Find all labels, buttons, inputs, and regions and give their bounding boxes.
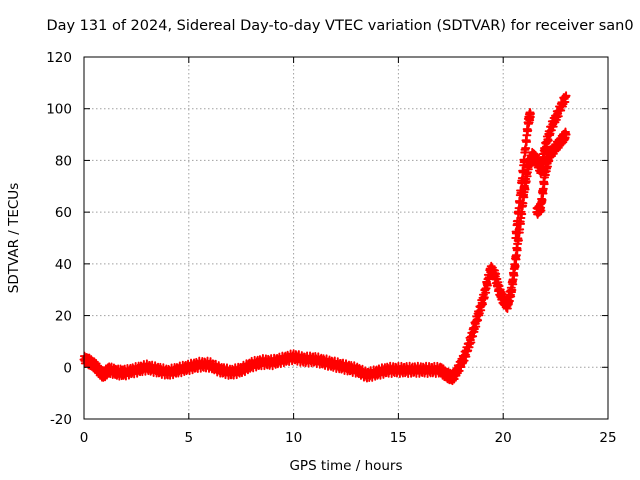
series-sdtvar-branch-mid	[532, 127, 571, 219]
y-axis-label: SDTVAR / TECUs	[6, 183, 22, 293]
y-tick-label: 20	[55, 309, 72, 325]
y-tick-label: 120	[46, 50, 72, 66]
y-tick-label: 80	[55, 153, 72, 169]
data-point	[512, 228, 522, 238]
series-sdtvar-branch-high	[511, 107, 535, 243]
y-tick-label: 0	[63, 360, 72, 376]
data-point	[518, 167, 528, 177]
x-tick-label: 10	[285, 430, 302, 446]
data-point	[525, 109, 535, 119]
data-point	[510, 261, 520, 271]
data-layer	[79, 91, 571, 386]
tick-layer: 0 5 10 15 20 25 -20 0 20 40 60 80 100 120	[46, 50, 616, 446]
x-axis-label: GPS time / hours	[289, 458, 402, 474]
x-tick-label: 0	[80, 430, 89, 446]
data-point	[523, 125, 533, 135]
series-sdtvar-main	[79, 91, 571, 386]
x-tick-label: 15	[390, 430, 407, 446]
y-tick-label: 100	[46, 102, 72, 118]
data-point	[536, 205, 546, 215]
x-tick-label: 25	[599, 430, 616, 446]
y-tick-label: -20	[50, 412, 72, 428]
plot-frame	[83, 56, 609, 420]
y-tick-label: 40	[55, 257, 72, 273]
data-point	[561, 91, 571, 101]
data-point	[479, 292, 489, 302]
data-point	[515, 198, 525, 208]
data-point	[537, 195, 547, 205]
data-point	[468, 331, 478, 341]
data-point	[516, 186, 526, 196]
chart-title: Day 131 of 2024, Sidereal Day-to-day VTE…	[46, 18, 634, 34]
data-point	[561, 130, 571, 140]
y-tick-label: 60	[55, 205, 72, 221]
x-tick-label: 5	[185, 430, 194, 446]
data-point	[513, 216, 523, 226]
data-point	[519, 156, 529, 166]
data-point	[539, 179, 549, 189]
x-tick-label: 20	[495, 430, 512, 446]
